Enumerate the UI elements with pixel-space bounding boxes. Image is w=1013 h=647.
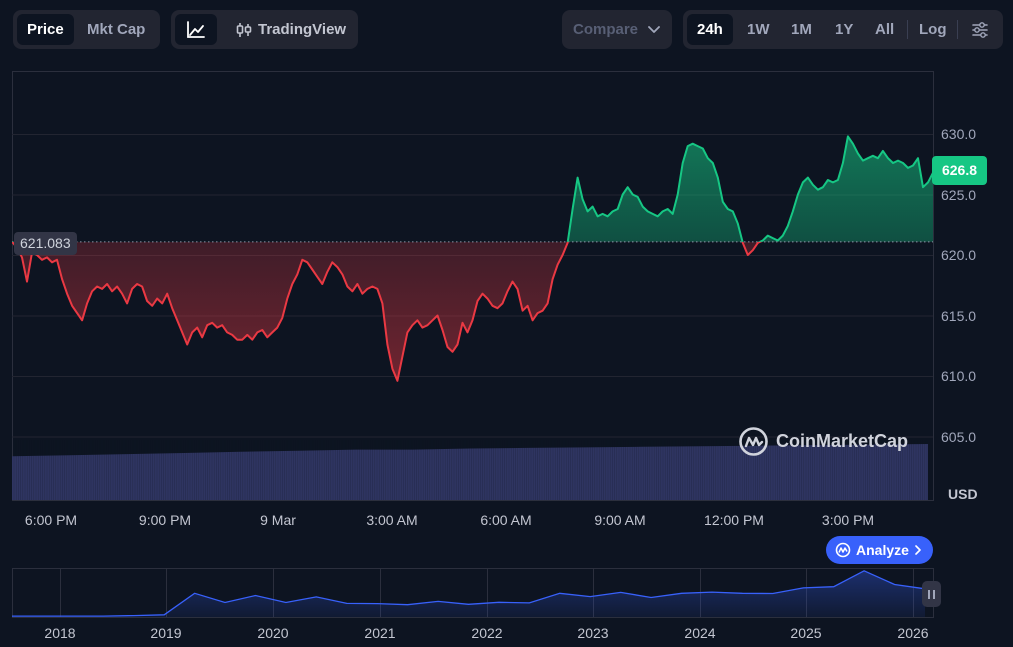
log-toggle[interactable]: Log bbox=[919, 21, 947, 38]
x-tick-label: 12:00 PM bbox=[704, 512, 764, 528]
analyze-button[interactable]: Analyze bbox=[826, 536, 933, 564]
view-toggle: Price Mkt Cap bbox=[13, 10, 160, 49]
line-chart-icon bbox=[187, 21, 205, 38]
volume-bars bbox=[12, 440, 928, 500]
settings-button[interactable] bbox=[963, 14, 997, 45]
coinmarketcap-logo-icon bbox=[835, 542, 851, 558]
price-areas bbox=[12, 136, 933, 381]
x-tick-label: 6:00 AM bbox=[480, 512, 532, 528]
x-tick-label: 3:00 PM bbox=[821, 512, 875, 528]
divider bbox=[907, 20, 908, 39]
chevron-down-icon bbox=[648, 26, 660, 33]
compare-label: Compare bbox=[573, 21, 639, 38]
line-chart-button[interactable] bbox=[175, 14, 217, 45]
navigator-frame bbox=[12, 568, 934, 618]
y-tick-label: 610.0 bbox=[941, 368, 977, 384]
range-all[interactable]: All bbox=[875, 21, 895, 38]
navigator-area bbox=[12, 570, 925, 617]
year-label: 2022 bbox=[471, 625, 503, 641]
reference-price-tag: 621.083 bbox=[14, 232, 77, 255]
navigator-handle[interactable] bbox=[922, 581, 941, 607]
grip-line bbox=[933, 589, 935, 599]
year-label: 2021 bbox=[364, 625, 396, 641]
y-tick-label: 620.0 bbox=[941, 247, 977, 263]
navigator-line bbox=[12, 570, 926, 617]
range-24h[interactable]: 24h bbox=[687, 14, 733, 45]
watermark-text: CoinMarketCap bbox=[776, 430, 909, 451]
year-label: 2018 bbox=[44, 625, 76, 641]
coinmarketcap-logo-icon bbox=[739, 426, 768, 456]
chevron-right-icon bbox=[915, 545, 921, 555]
range-toggle: 24h 1W 1M 1Y All Log bbox=[683, 10, 1003, 49]
loss-area bbox=[12, 241, 933, 381]
year-label: 2019 bbox=[150, 625, 182, 641]
x-tick-label: 9:00 PM bbox=[138, 512, 192, 528]
tab-mkt-cap[interactable]: Mkt Cap bbox=[87, 21, 146, 38]
year-label: 2026 bbox=[897, 625, 929, 641]
chart-frame bbox=[12, 71, 934, 501]
x-tick-label: 3:00 AM bbox=[366, 512, 418, 528]
analyze-label: Analyze bbox=[856, 542, 909, 558]
grip-line bbox=[928, 589, 930, 599]
year-label: 2020 bbox=[257, 625, 289, 641]
price-line-down bbox=[12, 241, 763, 382]
sliders-icon bbox=[972, 22, 988, 38]
y-tick-label: 615.0 bbox=[941, 307, 977, 324]
divider bbox=[957, 20, 958, 39]
range-1w[interactable]: 1W bbox=[747, 21, 770, 38]
x-tick-label: 9:00 AM bbox=[594, 512, 646, 528]
candlestick-icon bbox=[236, 22, 252, 37]
y-tick-label: 605.0 bbox=[941, 428, 977, 445]
volume-area bbox=[12, 444, 928, 500]
tradingview-button[interactable]: TradingView bbox=[225, 14, 356, 45]
gain-area bbox=[12, 136, 933, 242]
coinmarketcap-watermark: CoinMarketCap bbox=[738, 426, 908, 456]
range-1y[interactable]: 1Y bbox=[835, 21, 854, 38]
y-tick-label: 630.0 bbox=[941, 126, 977, 142]
navigator-grid bbox=[60, 569, 914, 617]
year-label: 2024 bbox=[684, 625, 716, 641]
year-label: 2023 bbox=[577, 625, 609, 641]
chart-type-toggle: TradingView bbox=[171, 10, 358, 49]
currency-label: USD bbox=[948, 486, 978, 502]
compare-dropdown[interactable]: Compare bbox=[562, 10, 672, 49]
year-label: 2025 bbox=[790, 625, 822, 641]
tab-price[interactable]: Price bbox=[17, 14, 74, 45]
x-tick-label: 6:00 PM bbox=[24, 512, 78, 528]
price-line-up bbox=[12, 135, 933, 242]
range-1m[interactable]: 1M bbox=[791, 21, 812, 38]
current-price-tag: 626.8 bbox=[932, 156, 987, 185]
x-tick-label: 9 Mar bbox=[260, 512, 296, 528]
tradingview-label: TradingView bbox=[258, 21, 347, 38]
price-lines bbox=[12, 135, 933, 382]
y-tick-label: 625.0 bbox=[941, 186, 977, 203]
price-chart[interactable] bbox=[0, 0, 1013, 505]
